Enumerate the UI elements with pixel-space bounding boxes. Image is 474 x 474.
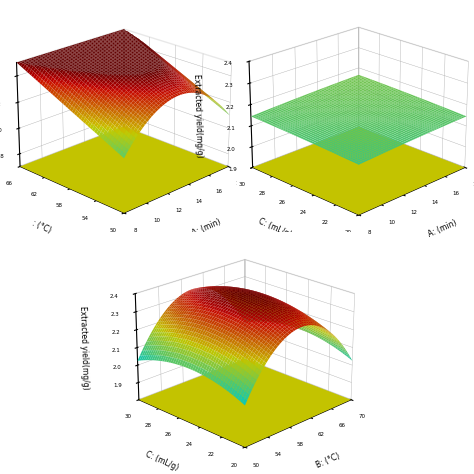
Y-axis label: C: (mL/g): C: (mL/g) bbox=[257, 217, 293, 240]
X-axis label: A: (min): A: (min) bbox=[191, 217, 222, 237]
Y-axis label: C: (mL/g): C: (mL/g) bbox=[144, 449, 180, 472]
X-axis label: B: (°C): B: (°C) bbox=[315, 452, 342, 470]
X-axis label: A: (min): A: (min) bbox=[426, 218, 458, 239]
Y-axis label: : (°C): : (°C) bbox=[31, 219, 53, 235]
